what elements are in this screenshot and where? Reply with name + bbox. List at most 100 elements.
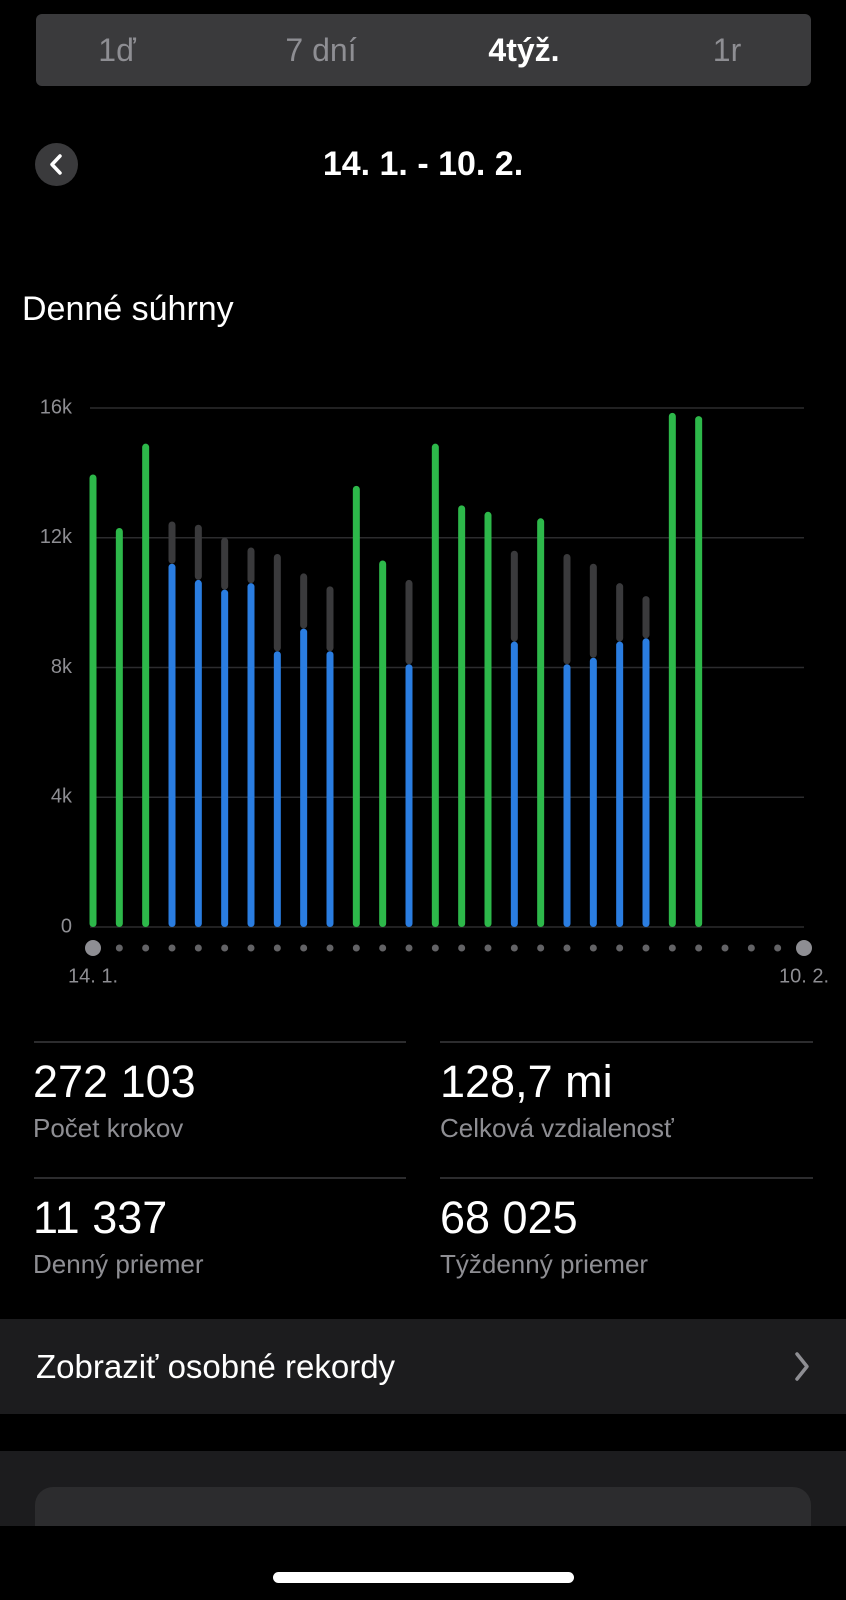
day-dot	[431, 944, 439, 952]
day-dot	[695, 944, 703, 952]
stat-label: Počet krokov	[33, 1113, 184, 1143]
back-icon	[50, 154, 62, 175]
bar-segment	[194, 524, 202, 580]
bar-segment	[563, 664, 571, 927]
chart-title: Denné súhrny	[22, 290, 234, 328]
bar-segment	[642, 638, 650, 927]
records-label: Zobraziť osobné rekordy	[36, 1348, 396, 1385]
x-tick-label: 10. 2.	[779, 965, 829, 987]
day-dot	[537, 944, 545, 952]
bar-segment	[273, 651, 281, 927]
bar-segment	[326, 586, 334, 652]
day-dot	[642, 944, 650, 952]
day-dot	[510, 944, 518, 952]
bar-segment	[221, 537, 229, 590]
day-dot	[142, 944, 150, 952]
separator	[34, 1177, 406, 1179]
tab[interactable]: 4týž.	[488, 32, 560, 68]
bar-segment	[379, 560, 387, 927]
y-tick-label: 0	[61, 915, 72, 937]
y-tick-label: 4k	[51, 786, 73, 808]
day-dot	[563, 944, 571, 952]
bar-segment	[89, 474, 97, 927]
day-dot	[721, 944, 729, 952]
bar-segment	[616, 583, 624, 642]
x-tick-label: 14. 1.	[68, 965, 118, 987]
bar-segment	[510, 641, 518, 927]
day-dot	[668, 944, 676, 952]
tab[interactable]: 1r	[712, 32, 742, 68]
day-dot	[221, 944, 229, 952]
date-range: 14. 1. - 10. 2.	[322, 145, 524, 183]
day-dot	[247, 944, 255, 952]
stat-value: 272 103	[33, 1056, 196, 1107]
bar-segment	[221, 589, 229, 927]
separator	[34, 1041, 406, 1043]
bar-segment	[247, 583, 255, 927]
stat-value: 11 337	[33, 1192, 168, 1243]
bar-segment	[142, 443, 150, 927]
chart: 0 4k 8k 12k 16k 14. 1. 10. 2.	[40, 396, 829, 987]
bar-segment	[616, 641, 624, 927]
day-dot	[85, 940, 101, 956]
back-button[interactable]	[35, 143, 78, 186]
day-dot	[379, 944, 387, 952]
bar-segment	[405, 664, 413, 927]
bar-segment	[642, 596, 650, 639]
day-dot	[589, 944, 597, 952]
bar-segment	[115, 528, 123, 927]
bar-segment	[273, 553, 281, 652]
bottom-bar	[0, 1526, 846, 1600]
day-dot	[405, 944, 413, 952]
day-dot	[115, 944, 123, 952]
stat-label: Celková vzdialenosť	[440, 1113, 674, 1143]
day-dot	[194, 944, 202, 952]
day-dot	[326, 944, 334, 952]
bar-segment	[484, 511, 492, 927]
bar-segment	[537, 518, 545, 927]
bar-segment	[563, 553, 571, 665]
bar-segment	[431, 443, 439, 927]
stat-label: Denný priemer	[33, 1249, 204, 1279]
day-dot	[352, 944, 360, 952]
stat-label: Týždenný priemer	[440, 1249, 649, 1279]
records-button[interactable]: Zobraziť osobné rekordy	[0, 1319, 846, 1414]
day-dot	[300, 944, 308, 952]
bar-segment	[326, 651, 334, 927]
bar-segment	[589, 563, 597, 658]
stat-value: 128,7 mi	[440, 1056, 613, 1107]
bar-segment	[405, 579, 413, 665]
bar-segment	[168, 521, 176, 564]
day-dot	[747, 944, 755, 952]
bar-segment	[247, 547, 255, 584]
day-dot	[616, 944, 624, 952]
bar-segment	[668, 412, 676, 928]
day-dot	[168, 944, 176, 952]
bar-segment	[300, 573, 308, 629]
bar-segment	[510, 550, 518, 642]
bar-segment	[300, 628, 308, 927]
day-dot	[273, 944, 281, 952]
separator	[440, 1041, 813, 1043]
chevron	[795, 1352, 809, 1381]
bar-segment	[589, 657, 597, 927]
tab[interactable]: 1ď	[98, 32, 136, 68]
separator	[440, 1177, 813, 1179]
day-dot	[458, 944, 466, 952]
bar-segment	[168, 563, 176, 927]
day-dot	[796, 940, 812, 956]
bar-segment	[352, 485, 360, 927]
day-dot	[484, 944, 492, 952]
home-indicator	[273, 1572, 574, 1583]
range-tabs: 1ď 7 dní 4týž. 1r	[36, 14, 811, 86]
y-tick-label: 12k	[40, 526, 73, 548]
bar-segment	[458, 505, 466, 927]
day-dot	[774, 944, 782, 952]
y-tick-label: 8k	[51, 656, 73, 678]
y-tick-label: 16k	[40, 396, 73, 418]
stat-value: 68 025	[440, 1192, 578, 1243]
bar-segment	[194, 579, 202, 927]
bar-segment	[695, 416, 703, 927]
tab[interactable]: 7 dní	[285, 32, 357, 68]
